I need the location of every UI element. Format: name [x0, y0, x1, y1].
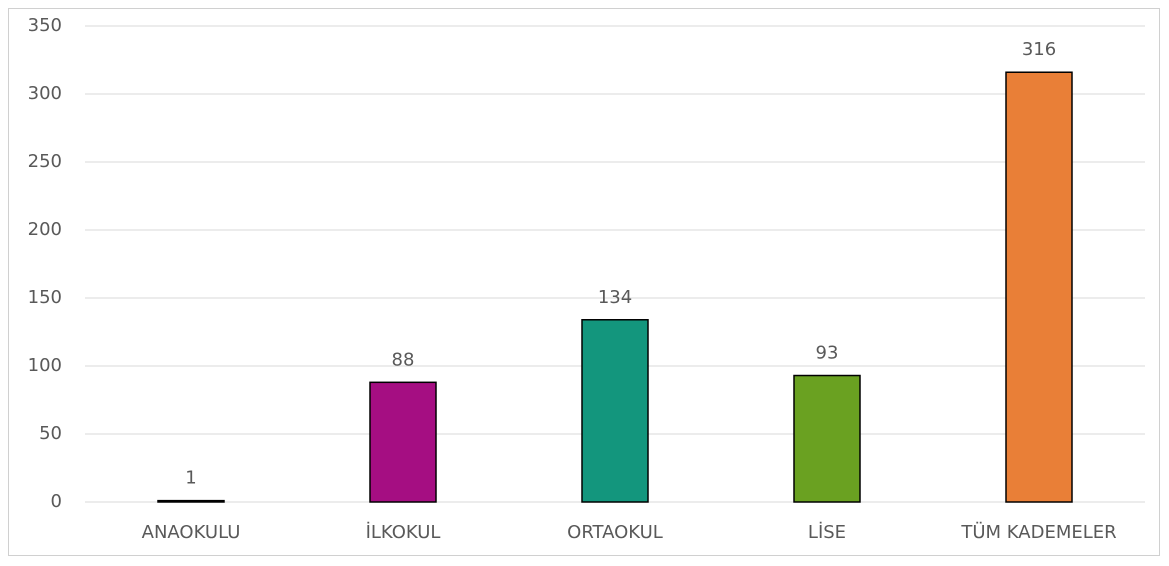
y-tick-label: 300	[28, 83, 62, 104]
data-label: 134	[598, 287, 632, 308]
bar	[581, 319, 649, 503]
y-tick-label: 0	[51, 491, 62, 512]
x-tick-label: ORTAOKUL	[567, 522, 663, 543]
y-tick-label: 150	[28, 287, 62, 308]
bar	[1005, 71, 1073, 503]
x-tick-label: LİSE	[808, 522, 846, 543]
x-tick-label: TÜM KADEMELER	[960, 521, 1116, 543]
data-label: 88	[392, 349, 415, 370]
x-tick-label: ANAOKULU	[142, 522, 241, 543]
bar	[369, 381, 437, 503]
y-tick-label: 50	[39, 423, 62, 444]
data-label: 316	[1022, 39, 1056, 60]
y-tick-label: 100	[28, 355, 62, 376]
bar	[793, 374, 861, 503]
x-tick-label: İLKOKUL	[366, 522, 441, 543]
data-label: 93	[816, 343, 839, 364]
y-tick-label: 350	[28, 15, 62, 36]
y-tick-label: 250	[28, 151, 62, 172]
bar	[157, 499, 225, 503]
y-tick-label: 200	[28, 219, 62, 240]
data-label: 1	[185, 468, 196, 489]
